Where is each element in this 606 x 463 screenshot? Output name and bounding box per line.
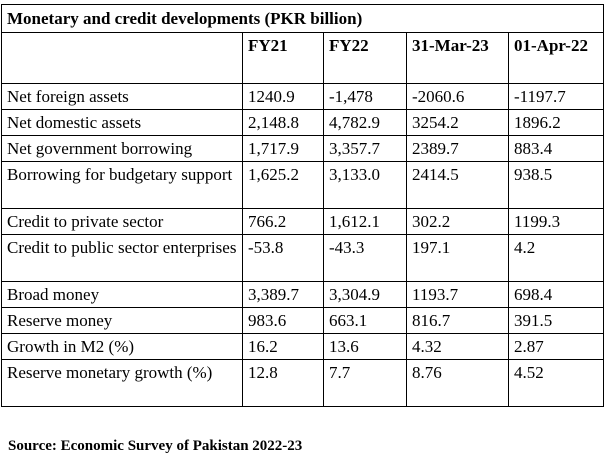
cell-value: 302.2 <box>406 208 509 235</box>
table-row: Broad money 3,389.7 3,304.9 1193.7 698.4 <box>1 281 604 308</box>
header-cell-01-apr-22: 01-Apr-22 <box>508 32 604 84</box>
cell-value: 8.76 <box>406 359 509 407</box>
table-row: Reserve money 983.6 663.1 816.7 391.5 <box>1 307 604 334</box>
cell-value: 663.1 <box>323 307 407 334</box>
cell-value: 1,625.2 <box>242 161 324 209</box>
cell-value: 1199.3 <box>508 208 604 235</box>
cell-value: 698.4 <box>508 281 604 308</box>
table-row: Reserve monetary growth (%) 12.8 7.7 8.7… <box>1 359 604 407</box>
cell-value: 3,304.9 <box>323 281 407 308</box>
table-row: Credit to public sector enterprises -53.… <box>1 234 604 282</box>
header-cell-fy21: FY21 <box>242 32 324 84</box>
row-label: Net domestic assets <box>1 109 243 136</box>
cell-value: 1240.9 <box>242 83 324 110</box>
cell-value: 2389.7 <box>406 135 509 162</box>
cell-value: 3,357.7 <box>323 135 407 162</box>
table-row: Credit to private sector 766.2 1,612.1 3… <box>1 208 604 235</box>
cell-value: 3254.2 <box>406 109 509 136</box>
table-header-row: FY21 FY22 31-Mar-23 01-Apr-22 <box>1 32 604 84</box>
monetary-credit-table: Monetary and credit developments (PKR bi… <box>1 4 604 407</box>
table-title: Monetary and credit developments (PKR bi… <box>1 4 604 33</box>
row-label: Net government borrowing <box>1 135 243 162</box>
cell-value: 1896.2 <box>508 109 604 136</box>
table-row: Borrowing for budgetary support 1,625.2 … <box>1 161 604 209</box>
cell-value: 12.8 <box>242 359 324 407</box>
cell-value: -1197.7 <box>508 83 604 110</box>
source-note: Source: Economic Survey of Pakistan 2022… <box>8 438 303 454</box>
cell-value: 16.2 <box>242 333 324 360</box>
cell-value: 7.7 <box>323 359 407 407</box>
row-label: Broad money <box>1 281 243 308</box>
cell-value: 3,133.0 <box>323 161 407 209</box>
header-cell-fy22: FY22 <box>323 32 407 84</box>
cell-value: 4.52 <box>508 359 604 407</box>
cell-value: 816.7 <box>406 307 509 334</box>
cell-value: 766.2 <box>242 208 324 235</box>
cell-value: 938.5 <box>508 161 604 209</box>
cell-value: -43.3 <box>323 234 407 282</box>
cell-value: 2,148.8 <box>242 109 324 136</box>
cell-value: 197.1 <box>406 234 509 282</box>
cell-value: 4.32 <box>406 333 509 360</box>
cell-value: 1,717.9 <box>242 135 324 162</box>
row-label: Reserve money <box>1 307 243 334</box>
cell-value: 13.6 <box>323 333 407 360</box>
cell-value: 2.87 <box>508 333 604 360</box>
cell-value: 391.5 <box>508 307 604 334</box>
row-label: Net foreign assets <box>1 83 243 110</box>
cell-value: 1,612.1 <box>323 208 407 235</box>
row-label: Credit to public sector enterprises <box>1 234 243 282</box>
cell-value: 3,389.7 <box>242 281 324 308</box>
table-row: Net domestic assets 2,148.8 4,782.9 3254… <box>1 109 604 136</box>
cell-value: -2060.6 <box>406 83 509 110</box>
cell-value: -53.8 <box>242 234 324 282</box>
cell-value: 4,782.9 <box>323 109 407 136</box>
header-cell-blank <box>1 32 243 84</box>
cell-value: -1,478 <box>323 83 407 110</box>
cell-value: 4.2 <box>508 234 604 282</box>
table-row: Net government borrowing 1,717.9 3,357.7… <box>1 135 604 162</box>
cell-value: 1193.7 <box>406 281 509 308</box>
table-row: Net foreign assets 1240.9 -1,478 -2060.6… <box>1 83 604 110</box>
cell-value: 983.6 <box>242 307 324 334</box>
cell-value: 883.4 <box>508 135 604 162</box>
table-title-row: Monetary and credit developments (PKR bi… <box>1 4 604 33</box>
row-label: Growth in M2 (%) <box>1 333 243 360</box>
row-label: Reserve monetary growth (%) <box>1 359 243 407</box>
cell-value: 2414.5 <box>406 161 509 209</box>
header-cell-31-mar-23: 31-Mar-23 <box>406 32 509 84</box>
row-label: Credit to private sector <box>1 208 243 235</box>
row-label: Borrowing for budgetary support <box>1 161 243 209</box>
table-row: Growth in M2 (%) 16.2 13.6 4.32 2.87 <box>1 333 604 360</box>
